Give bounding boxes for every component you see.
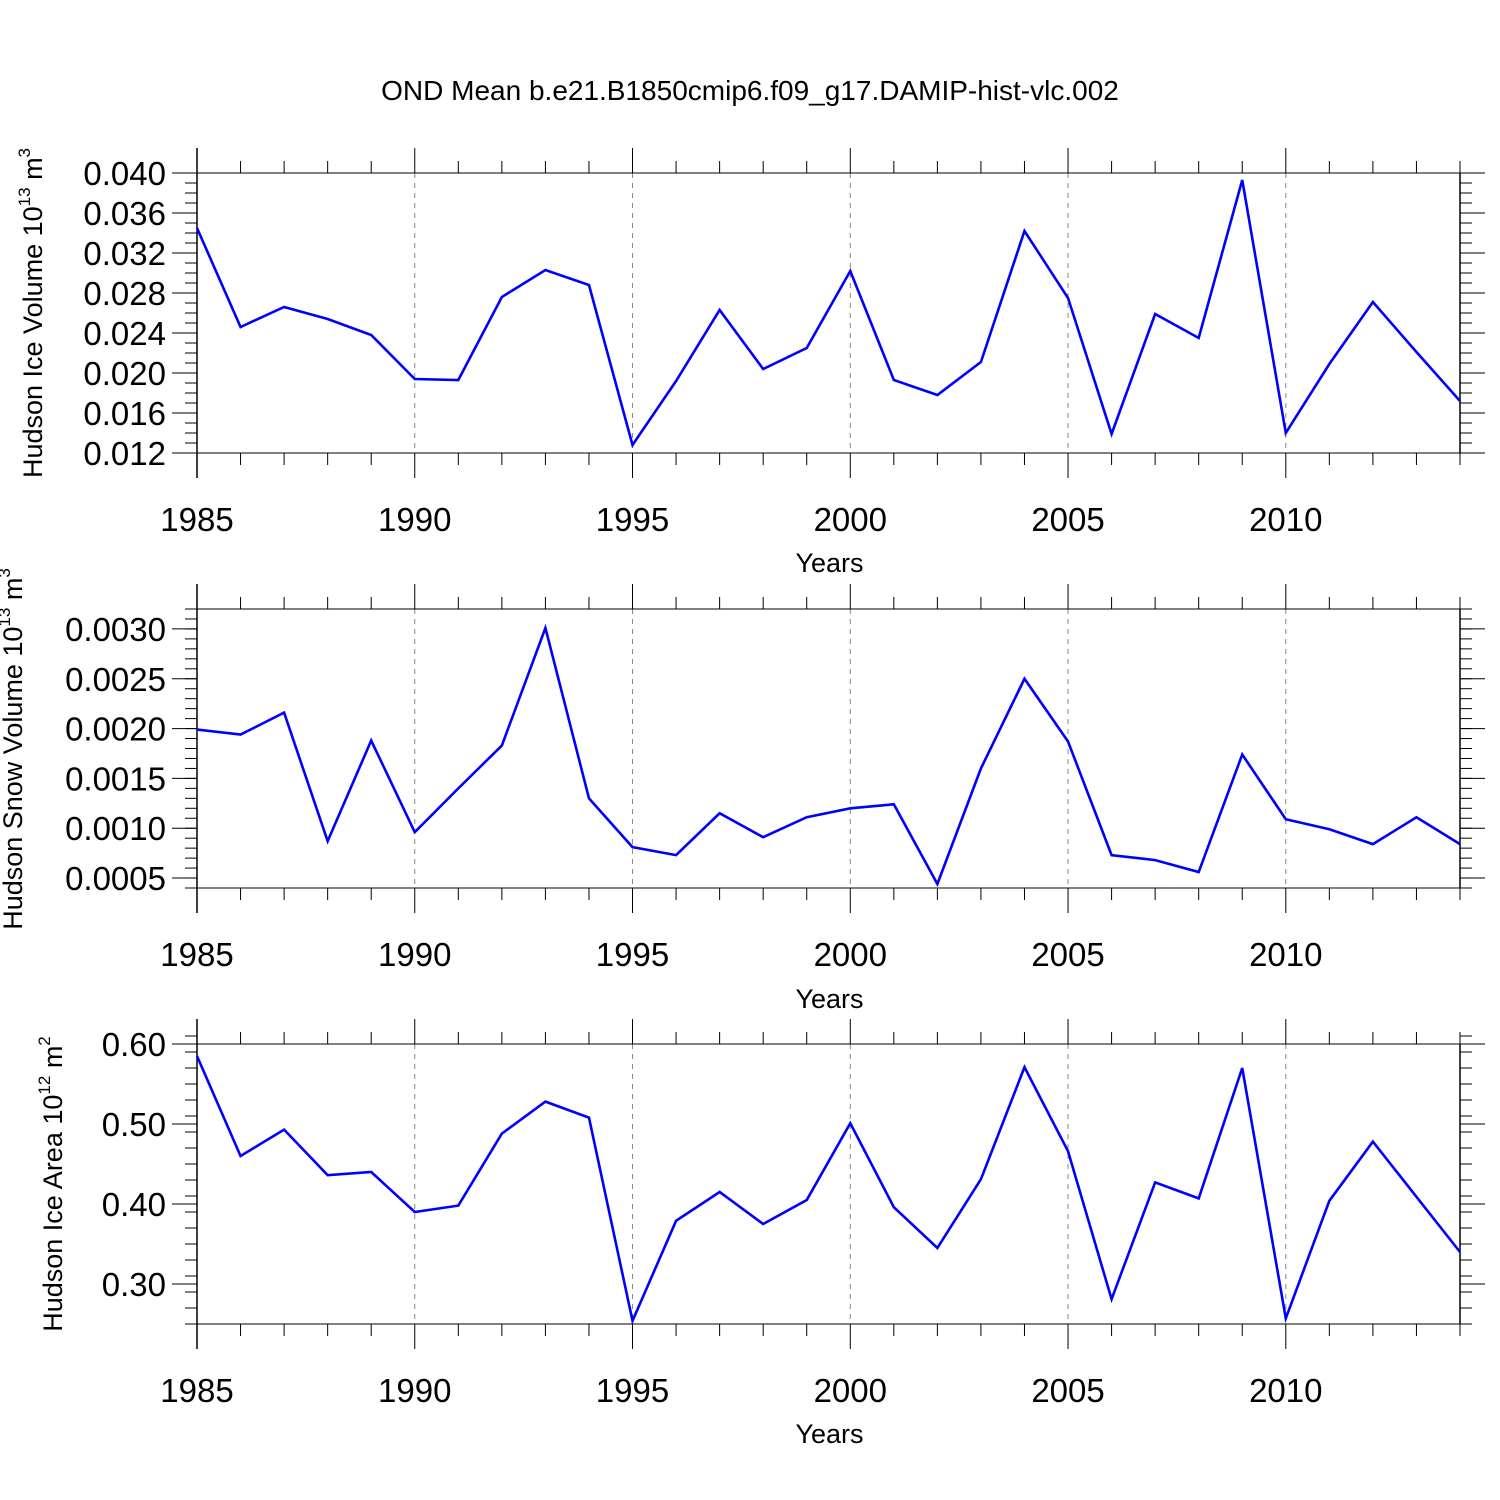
y-axis-title-text: Hudson Ice Volume 10 [18,206,48,478]
y-axis-title-unit: m [38,1046,68,1076]
y-tick-label: 0.024 [83,315,166,352]
x-tick-label: 1995 [596,501,669,538]
y-tick-label: 0.0005 [65,860,166,897]
x-tick-label: 1995 [596,1372,669,1409]
series-line [196,623,1461,888]
series-line [195,179,1461,449]
y-tick-label: 0.032 [83,235,166,272]
y-tick-label: 0.0020 [65,711,166,748]
y-axis-title-text: Hudson Ice Area 10 [38,1095,68,1332]
y-axis-title-text: Hudson Snow Volume 10 [0,627,28,930]
y-tick-label: 0.040 [83,155,166,192]
y-tick-label: 0.40 [102,1186,166,1223]
series-line [195,1055,1462,1326]
y-axis-title: Hudson Ice Volume 1013 m3 [15,148,48,478]
y-tick-label: 0.30 [102,1266,166,1303]
chart-panel-1: 0.0120.0160.0200.0240.0280.0320.0360.040… [15,148,1485,578]
y-tick-label: 0.012 [83,435,166,472]
y-axis-title-unit-exponent: 2 [35,1036,54,1045]
y-tick-label: 0.0010 [65,810,166,847]
x-tick-label: 2010 [1249,936,1322,973]
y-axis-title-unit: m [0,578,28,608]
y-tick-label: 0.016 [83,395,166,432]
x-axis-title: Years [795,1419,863,1449]
x-tick-label: 1995 [596,936,669,973]
x-tick-label: 1990 [378,936,451,973]
x-axis-title: Years [795,984,863,1014]
y-axis-title-exponent: 12 [35,1076,54,1095]
x-tick-label: 2005 [1031,936,1104,973]
y-axis-title-exponent: 13 [0,608,14,627]
x-tick-label: 1990 [378,1372,451,1409]
y-tick-label: 0.036 [83,195,166,232]
chart-panel-3: 0.30 0.40 0.50 0.60 1985 1990 1995 2000 2005 2010… [35,1019,1485,1449]
figure-title: OND Mean b.e21.B1850cmip6.f09_g17.DAMIP-… [381,75,1119,106]
x-tick-label: 2005 [1031,1372,1104,1409]
y-axis-title-unit-exponent: 3 [0,568,14,577]
y-axis-title: Hudson Snow Volume 1013 m3 [0,568,28,930]
y-tick-label: 0.028 [83,275,166,312]
x-tick-label: 2010 [1249,1372,1322,1409]
x-tick-label: 2000 [814,936,887,973]
x-tick-label: 2000 [814,1372,887,1409]
x-tick-label: 2005 [1031,501,1104,538]
y-axis-title-exponent: 13 [15,187,34,206]
x-tick-label: 1985 [160,1372,233,1409]
x-tick-label: 1990 [378,501,451,538]
panels: 0.0120.0160.0200.0240.0280.0320.0360.040… [0,148,1485,1449]
x-tick-label: 2010 [1249,501,1322,538]
y-tick-label: 0.0030 [65,611,166,648]
y-tick-label: 0.0025 [65,661,166,698]
x-tick-label: 2000 [814,501,887,538]
chart-panel-2: 0.0005 0.0010 0.0015 0.0020 0.0025 0.0030 1985… [0,568,1485,1014]
y-tick-label: 0.50 [102,1106,166,1143]
x-tick-label: 1985 [160,936,233,973]
y-tick-label: 0.020 [83,355,166,392]
x-tick-label: 1985 [160,501,233,538]
y-tick-label: 0.0015 [65,760,166,797]
y-axis-title-unit: m [18,157,48,187]
x-axis-title: Years [795,548,863,578]
y-axis-title-unit-exponent: 3 [15,148,34,157]
y-axis-title: Hudson Ice Area 1012 m2 [35,1036,68,1332]
y-tick-label: 0.60 [102,1026,166,1063]
